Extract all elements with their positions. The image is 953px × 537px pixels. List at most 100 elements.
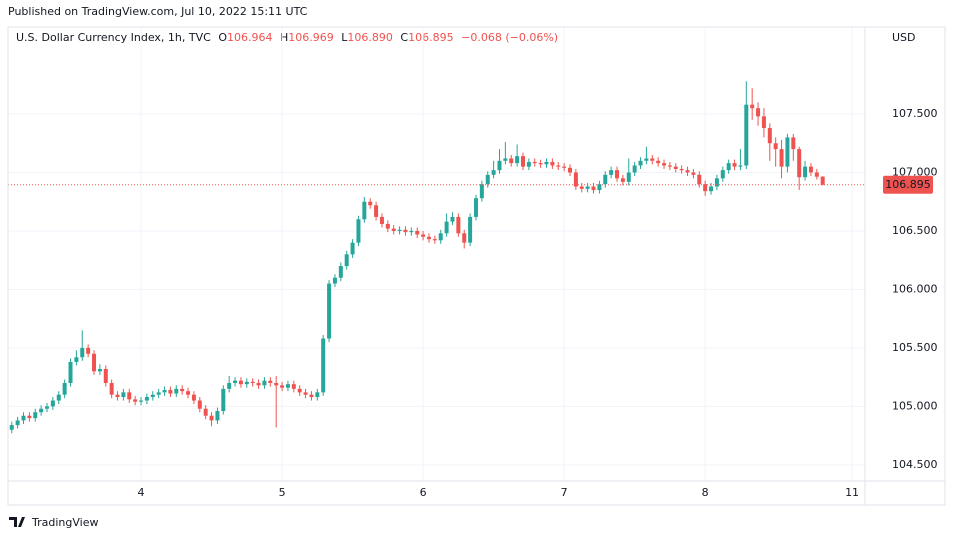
- candle-body: [227, 382, 232, 389]
- candle-body: [697, 174, 702, 185]
- candle-body: [280, 385, 285, 388]
- currency: USD: [892, 31, 916, 44]
- candle-body: [456, 216, 461, 234]
- candle-body: [39, 408, 44, 413]
- candle-body: [726, 163, 731, 171]
- candle-body: [562, 166, 567, 168]
- candle-body: [150, 394, 155, 398]
- candle-body: [808, 166, 813, 173]
- candle-body: [33, 412, 38, 419]
- candle-body: [332, 277, 337, 284]
- y-tick-label: 105.500: [892, 341, 938, 354]
- candle-body: [720, 170, 725, 179]
- frame: [7, 26, 946, 506]
- candle-body: [761, 116, 766, 129]
- brand-logo: TradingView: [9, 516, 98, 529]
- candle-body: [703, 184, 708, 192]
- candle-body: [68, 361, 73, 383]
- y-tick-label: 105.000: [892, 399, 938, 412]
- candle-body: [315, 392, 320, 398]
- change: −0.068 (−0.06%): [461, 31, 558, 44]
- ohlc-value: 106.895: [408, 31, 454, 44]
- candle-body: [362, 201, 367, 220]
- candle-body: [180, 388, 185, 392]
- candle-body: [121, 392, 126, 398]
- candle-body: [250, 381, 255, 383]
- candle-body: [573, 172, 578, 187]
- candle-body: [744, 104, 749, 166]
- candle-body: [438, 233, 443, 241]
- candle-body: [268, 380, 273, 383]
- last-price-tag: [883, 175, 933, 194]
- candle-body: [291, 384, 296, 389]
- candle-body: [203, 408, 208, 416]
- candle-body: [797, 149, 802, 178]
- brand: TradingView: [31, 516, 98, 529]
- last-price-label: 106.895: [885, 178, 931, 191]
- candle-body: [426, 236, 431, 240]
- candle-body: [803, 166, 808, 178]
- candle-body: [579, 186, 584, 189]
- ohlc-value: 106.969: [288, 31, 334, 44]
- logo-icon: [9, 517, 25, 527]
- candle-body: [544, 161, 549, 165]
- candle-body: [139, 400, 144, 402]
- candle-body: [197, 400, 202, 409]
- candle-body: [385, 223, 390, 229]
- candle-body: [650, 158, 655, 161]
- candle-body: [256, 382, 261, 386]
- candle-body: [615, 170, 620, 179]
- candle-body: [714, 178, 719, 187]
- x-tick-label: 4: [138, 486, 145, 499]
- candle-body: [450, 216, 455, 222]
- candle-body: [62, 382, 67, 395]
- candle-body: [532, 161, 537, 164]
- candle-body: [45, 406, 50, 409]
- candle-body: [391, 228, 396, 231]
- candle-body: [473, 198, 478, 217]
- x-tick-label: 8: [702, 486, 709, 499]
- candle-body: [92, 353, 97, 372]
- candle-body: [597, 184, 602, 191]
- candle-body: [779, 149, 784, 167]
- candle-body: [479, 184, 484, 199]
- candle-body: [468, 216, 473, 243]
- y-tick-label: 106.000: [892, 282, 938, 295]
- candle-body: [56, 394, 61, 401]
- candle-body: [174, 388, 179, 394]
- y-tick-label: 106.500: [892, 224, 938, 237]
- candle-body: [626, 172, 631, 182]
- candle-body: [679, 168, 684, 171]
- candle-body: [520, 156, 525, 167]
- candle-body: [303, 392, 308, 395]
- symbol: U.S. Dollar Currency Index, 1h, TVC: [16, 31, 211, 44]
- candle-body: [115, 394, 120, 398]
- candle-body: [221, 388, 226, 412]
- candle-body: [503, 158, 508, 161]
- candle-body: [591, 186, 596, 191]
- candle-body: [379, 216, 384, 224]
- candle-body: [785, 137, 790, 167]
- candle-body: [485, 174, 490, 185]
- candle-body: [603, 174, 608, 185]
- candle-body: [321, 338, 326, 393]
- candle-body: [415, 230, 420, 235]
- candle-body: [738, 165, 743, 167]
- ohlc-letter: C: [400, 31, 408, 44]
- candle-body: [191, 394, 196, 401]
- candle-body: [773, 143, 778, 150]
- candle-body: [509, 158, 514, 164]
- candle-body: [550, 161, 555, 166]
- candle-body: [309, 394, 314, 398]
- y-tick-label: 107.000: [892, 165, 938, 178]
- candle-body: [356, 219, 361, 243]
- candle-body: [497, 160, 502, 171]
- candles: [8, 81, 865, 434]
- candle-body: [444, 221, 449, 234]
- ohlc-letter: O: [218, 31, 227, 44]
- candle-body: [21, 415, 26, 421]
- candle-body: [186, 391, 191, 395]
- candle-body: [74, 357, 79, 362]
- ohlc-value: 106.964: [227, 31, 273, 44]
